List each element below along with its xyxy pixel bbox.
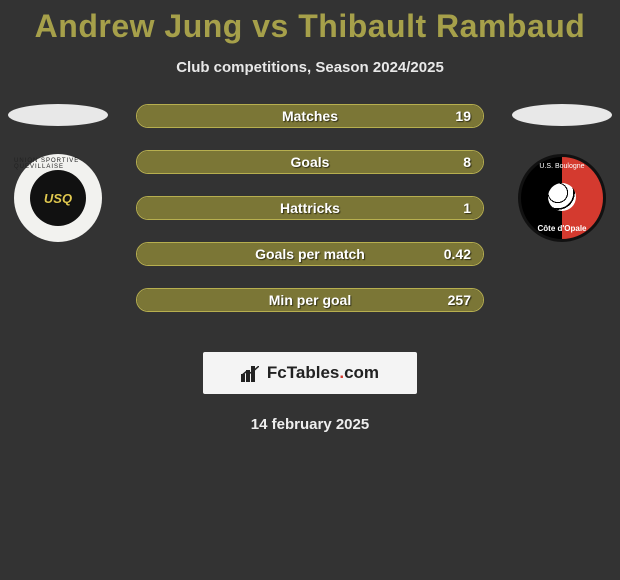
date-text: 14 february 2025 bbox=[0, 416, 620, 433]
club-badge-left-inner-text: USQ bbox=[44, 191, 72, 206]
player-left-ellipse bbox=[8, 104, 108, 126]
stat-rows: Matches 19 Goals 8 Hattricks 1 Goals per match… bbox=[136, 104, 484, 312]
brand-text: FcTables.com bbox=[267, 363, 379, 383]
club-badge-left-inner: USQ bbox=[30, 170, 86, 226]
soccer-ball-icon bbox=[548, 183, 576, 211]
stat-label: Matches bbox=[282, 105, 338, 127]
bar-chart-icon bbox=[241, 364, 261, 382]
stat-row: Goals per match 0.42 bbox=[136, 242, 484, 266]
stat-label: Goals bbox=[291, 151, 330, 173]
stat-value: 257 bbox=[448, 289, 471, 311]
page-subtitle: Club competitions, Season 2024/2025 bbox=[0, 59, 620, 76]
club-badge-right: U.S. Boulogne Côte d'Opale bbox=[518, 154, 606, 242]
club-badge-left-ring-text: UNION SPORTIVE QUEVILLAISE bbox=[14, 158, 102, 170]
stat-label: Min per goal bbox=[269, 289, 351, 311]
stat-row: Goals 8 bbox=[136, 150, 484, 174]
player-right-ellipse bbox=[512, 104, 612, 126]
stat-label: Goals per match bbox=[255, 243, 365, 265]
stat-value: 0.42 bbox=[444, 243, 471, 265]
stat-row: Matches 19 bbox=[136, 104, 484, 128]
club-badge-left: UNION SPORTIVE QUEVILLAISE USQ bbox=[14, 154, 102, 242]
stat-value: 1 bbox=[463, 197, 471, 219]
stat-row: Min per goal 257 bbox=[136, 288, 484, 312]
comparison-stage: UNION SPORTIVE QUEVILLAISE USQ U.S. Boul… bbox=[0, 104, 620, 334]
stat-value: 8 bbox=[463, 151, 471, 173]
club-badge-right-top-text: U.S. Boulogne bbox=[539, 163, 584, 170]
stat-label: Hattricks bbox=[280, 197, 340, 219]
club-badge-right-bottom-text: Côte d'Opale bbox=[537, 224, 586, 233]
stat-value: 19 bbox=[455, 105, 471, 127]
stat-row: Hattricks 1 bbox=[136, 196, 484, 220]
brand-box: FcTables.com bbox=[203, 352, 417, 394]
page-title: Andrew Jung vs Thibault Rambaud bbox=[0, 0, 620, 45]
